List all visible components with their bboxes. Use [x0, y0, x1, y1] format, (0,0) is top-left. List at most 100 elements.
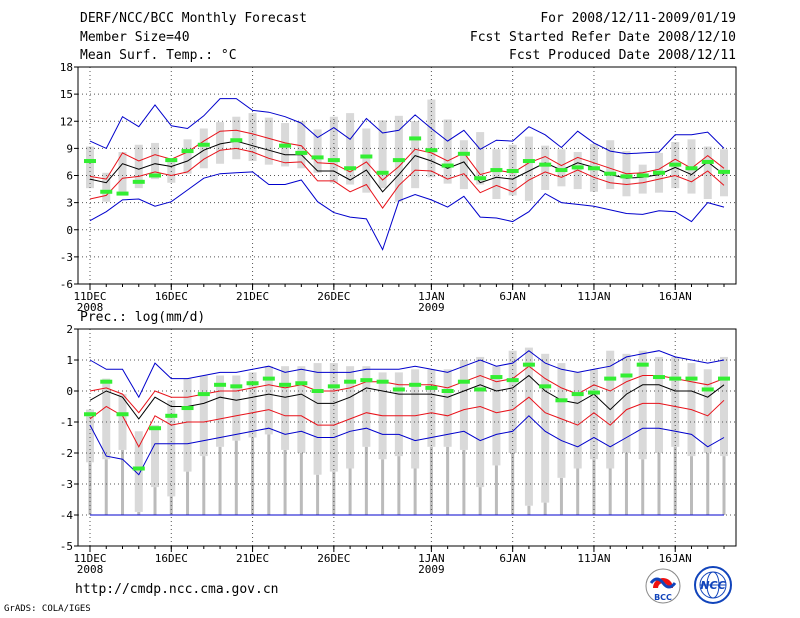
- y-tick-label: -3: [60, 251, 73, 264]
- x-tick-label: 26DEC: [317, 290, 350, 303]
- box-day-34: [622, 353, 631, 453]
- box-day-18: [362, 128, 371, 193]
- observed-marker-day-33: [604, 171, 617, 176]
- observed-marker-day-27: [506, 168, 519, 173]
- box-day-14: [297, 366, 306, 453]
- observed-marker-day-12: [262, 376, 275, 381]
- box-day-14: [297, 121, 306, 169]
- y-tick-label: 6: [66, 170, 73, 183]
- box-day-26: [492, 366, 501, 466]
- box-day-4: [134, 431, 143, 512]
- y-tick-label: 9: [66, 142, 73, 155]
- box-day-24: [459, 360, 468, 450]
- inner-low-line: [89, 396, 725, 448]
- box-day-40: [720, 356, 728, 457]
- member-size-label: Member Size=40: [80, 30, 190, 45]
- box-day-28: [524, 136, 533, 201]
- forecast-period: For 2008/12/11-2009/01/19: [540, 11, 736, 26]
- observed-marker-day-20: [392, 387, 405, 392]
- box-day-11: [248, 113, 257, 162]
- observed-marker-day-34: [620, 373, 633, 378]
- plot-frame: [77, 328, 737, 547]
- box-day-8: [199, 128, 208, 169]
- observed-marker-day-9: [214, 382, 227, 387]
- box-day-35: [638, 350, 647, 460]
- observed-marker-day-28: [522, 159, 535, 164]
- observed-marker-day-32: [587, 390, 600, 395]
- x-tick-label: 16DEC: [155, 290, 188, 303]
- box-day-8: [199, 375, 208, 457]
- observed-marker-day-36: [652, 170, 665, 175]
- observed-marker-day-16: [327, 384, 340, 389]
- outer-high-line: [89, 350, 725, 399]
- box-day-31: [573, 372, 582, 469]
- observed-marker-day-32: [587, 166, 600, 171]
- y-tick-label: 0: [66, 224, 73, 237]
- observed-marker-day-30: [555, 398, 568, 403]
- observed-marker-day-31: [571, 165, 584, 170]
- observed-marker-day-38: [685, 166, 698, 171]
- box-day-4: [134, 144, 143, 189]
- observed-marker-day-26: [490, 375, 503, 380]
- box-day-35: [638, 164, 647, 194]
- x-tick-label: 6JAN: [499, 552, 526, 565]
- y-tick-label: -5: [60, 540, 73, 553]
- y-tick-label: -2: [60, 447, 73, 460]
- x-tick-year-label: 2008: [77, 301, 104, 314]
- outer-low-line: [89, 171, 725, 251]
- observed-marker-day-14: [295, 381, 308, 386]
- y-tick-label: -4: [60, 509, 74, 522]
- outer-low-line: [89, 415, 725, 476]
- box-day-20: [394, 372, 403, 457]
- x-tick-label: 21DEC: [236, 290, 269, 303]
- observed-marker-day-7: [181, 149, 194, 154]
- observed-marker-day-5: [149, 426, 162, 431]
- box-day-15: [313, 129, 322, 173]
- observed-marker-day-17: [344, 166, 357, 171]
- produced-date: Fcst Produced Date 2008/12/11: [509, 48, 736, 63]
- box-day-22: [427, 99, 436, 178]
- started-refer-date: Fcst Started Refer Date 2008/12/10: [469, 30, 736, 45]
- box-day-6: [167, 400, 176, 497]
- observed-marker-day-5: [149, 173, 162, 178]
- box-day-19: [378, 120, 387, 189]
- box-day-10: [232, 116, 241, 160]
- box-day-12: [264, 117, 273, 165]
- observed-marker-day-25: [474, 387, 487, 392]
- temp-panel-title: Mean Surf. Temp.: °C: [80, 48, 237, 63]
- observed-marker-day-26: [490, 168, 503, 173]
- x-tick-label: 26DEC: [317, 552, 350, 565]
- observed-marker-day-6: [165, 158, 178, 163]
- box-day-18: [362, 366, 371, 447]
- observed-marker-day-39: [701, 387, 714, 392]
- x-tick-label: 21DEC: [236, 552, 269, 565]
- observed-marker-day-15: [311, 389, 324, 393]
- source-url[interactable]: http://cmdp.ncc.cma.gov.cn: [75, 582, 279, 597]
- observed-marker-day-6: [165, 413, 178, 418]
- grads-credit: GrADS: COLA/IGES: [4, 604, 91, 614]
- x-tick-label: 11JAN: [577, 552, 610, 565]
- box-day-1: [86, 409, 94, 463]
- observed-marker-day-7: [181, 406, 194, 411]
- box-day-29: [541, 145, 550, 190]
- observed-marker-day-27: [506, 378, 519, 383]
- ncc-logo: NCC: [694, 566, 732, 604]
- box-day-36: [654, 356, 663, 453]
- observed-marker-day-28: [522, 362, 535, 367]
- x-tick-year-label: 2009: [418, 563, 445, 576]
- observed-marker-day-4: [132, 179, 145, 184]
- observed-marker-day-19: [376, 379, 389, 384]
- x-tick-label: 11DEC: [73, 290, 106, 303]
- x-tick-year-label: 2008: [77, 563, 104, 576]
- box-day-15: [313, 363, 322, 475]
- box-day-30: [557, 363, 566, 478]
- y-tick-label: 15: [60, 88, 73, 101]
- box-day-32: [589, 369, 598, 460]
- observed-marker-day-8: [197, 392, 210, 397]
- observed-marker-day-16: [327, 158, 340, 163]
- y-tick-label: -6: [60, 278, 73, 291]
- box-day-29: [541, 353, 550, 503]
- median-line: [89, 140, 725, 193]
- observed-marker-day-3: [116, 412, 129, 417]
